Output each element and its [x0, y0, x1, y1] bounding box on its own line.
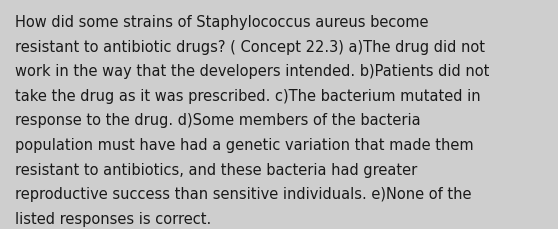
Text: How did some strains of Staphylococcus aureus become: How did some strains of Staphylococcus a…: [15, 15, 429, 30]
Text: resistant to antibiotics, and these bacteria had greater: resistant to antibiotics, and these bact…: [15, 162, 417, 177]
Text: work in the way that the developers intended. b)Patients did not: work in the way that the developers inte…: [15, 64, 489, 79]
Text: response to the drug. d)Some members of the bacteria: response to the drug. d)Some members of …: [15, 113, 421, 128]
Text: listed responses is correct.: listed responses is correct.: [15, 211, 211, 226]
Text: take the drug as it was prescribed. c)The bacterium mutated in: take the drug as it was prescribed. c)Th…: [15, 88, 480, 103]
Text: reproductive success than sensitive individuals. e)None of the: reproductive success than sensitive indi…: [15, 186, 472, 201]
Text: population must have had a genetic variation that made them: population must have had a genetic varia…: [15, 137, 474, 152]
Text: resistant to antibiotic drugs? ( Concept 22.3) a)The drug did not: resistant to antibiotic drugs? ( Concept…: [15, 39, 485, 54]
